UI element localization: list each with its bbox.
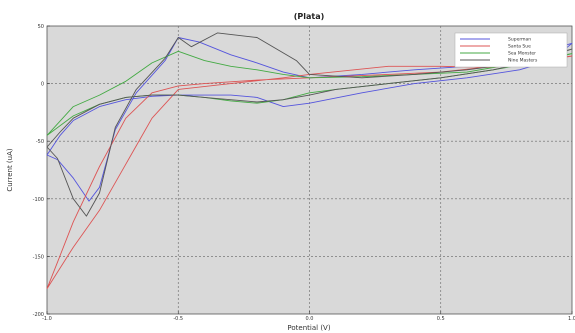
y-tick-label: 0 xyxy=(41,82,44,88)
y-tick-label: -100 xyxy=(33,197,44,203)
legend-label: Nine Masters xyxy=(508,58,538,64)
x-axis-title: Potential (V) xyxy=(287,324,330,332)
x-tick-label: 0.5 xyxy=(437,316,445,322)
legend-label: Sea Monster xyxy=(508,51,536,57)
x-tick-label: 1.0 xyxy=(568,316,575,322)
legend-label: Superman xyxy=(508,37,531,43)
y-tick-label: -200 xyxy=(33,312,44,318)
y-tick-label: 50 xyxy=(38,24,44,30)
x-tick-label: -0.5 xyxy=(173,316,183,322)
y-tick-label: -50 xyxy=(36,139,44,145)
legend-label: Santa Sue xyxy=(508,44,531,50)
x-tick-label: -1.0 xyxy=(42,316,52,322)
x-tick-label: 0.0 xyxy=(306,316,314,322)
y-tick-label: -150 xyxy=(33,254,44,260)
y-axis-title: Current (uA) xyxy=(6,148,14,191)
axis-ticks: -1.0 -0.5 0.0 0.5 1.0 -200 -150 -100 -50 0 50 xyxy=(33,24,575,322)
chart-title: (Plata) xyxy=(294,12,325,21)
